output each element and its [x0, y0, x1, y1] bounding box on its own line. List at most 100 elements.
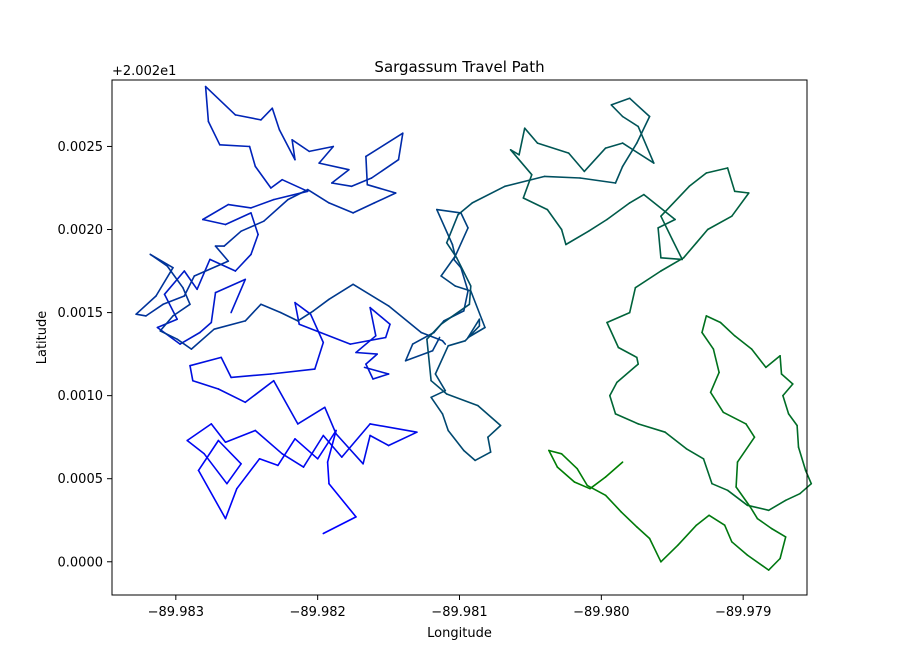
path-step [573, 481, 591, 490]
path-step [576, 467, 589, 487]
path-step [567, 152, 586, 173]
path-step [447, 429, 465, 452]
path-step [281, 452, 305, 468]
path-step [309, 313, 325, 344]
path-step [369, 423, 418, 434]
path-step [384, 323, 391, 339]
path-step [196, 258, 211, 291]
path-step [796, 424, 800, 448]
path-step [733, 334, 753, 350]
path-step [224, 429, 257, 444]
path-step [330, 168, 350, 184]
path-step [709, 391, 725, 414]
y-axis: 0.0000 0.0005 0.0010 0.0015 0.0020 0.0025 [58, 140, 112, 570]
path-step [682, 242, 698, 259]
path-step [254, 165, 272, 189]
path-step [487, 436, 492, 453]
path-step [277, 437, 296, 467]
path-step [224, 212, 252, 226]
path-step [202, 203, 230, 221]
x-tick-label: −89.983 [148, 605, 204, 620]
path-step [316, 429, 337, 460]
path-step [614, 165, 624, 184]
path-step [186, 439, 205, 455]
path-step [608, 394, 617, 415]
path-step [560, 452, 579, 470]
path-step [328, 482, 357, 518]
path-step [628, 193, 645, 204]
path-step [250, 198, 275, 209]
y-tick-label: 0.0000 [58, 555, 104, 570]
path-step [308, 145, 335, 153]
path-step [784, 492, 801, 502]
path-step [350, 177, 373, 188]
path-step [313, 341, 325, 370]
path-step [365, 155, 369, 186]
path-step [214, 245, 230, 262]
path-step [430, 379, 448, 395]
path-step [352, 283, 390, 307]
path-step [226, 462, 242, 485]
path-step [750, 348, 767, 369]
path-step [279, 311, 299, 322]
path-step [207, 120, 221, 146]
path-step [302, 434, 325, 468]
path-step [756, 517, 773, 530]
path-step [767, 557, 781, 571]
path-step [230, 278, 247, 314]
path-step [322, 516, 357, 535]
path-step [799, 482, 813, 495]
path-step [204, 85, 210, 123]
path-step [660, 185, 691, 217]
path-step [431, 336, 441, 352]
path-step [182, 286, 191, 306]
path-step [213, 320, 247, 331]
path-step [244, 303, 262, 322]
path-step [186, 423, 213, 442]
path-step [202, 218, 227, 226]
path-step [440, 303, 471, 326]
path-step [522, 173, 533, 199]
path-step [709, 371, 720, 394]
path-step [462, 449, 476, 462]
path-step [765, 354, 781, 369]
x-tick-label: −89.979 [715, 605, 771, 620]
path-step [457, 202, 474, 216]
path-step [441, 413, 450, 432]
path-step [523, 127, 539, 144]
path-step [210, 423, 227, 444]
path-step [224, 487, 238, 520]
x-axis-title: Longitude [427, 626, 492, 641]
path-step [197, 439, 220, 472]
path-step [183, 270, 198, 291]
path-step [220, 356, 232, 379]
y-tick-label: 0.0025 [58, 140, 104, 155]
path-step [621, 142, 655, 164]
x-tick-label: −89.981 [431, 605, 487, 620]
path-step [278, 129, 296, 161]
path-step [779, 354, 783, 375]
path-step [745, 423, 756, 439]
path-step [657, 227, 662, 259]
path-step [635, 356, 640, 365]
path-step [455, 256, 472, 287]
path-step [323, 406, 337, 435]
path-step [372, 373, 390, 380]
path-step [365, 353, 379, 365]
path-step [298, 323, 352, 345]
path-step [203, 452, 228, 485]
path-step [780, 373, 794, 385]
path-step [250, 212, 259, 236]
path-step [349, 336, 387, 345]
path-step [426, 338, 432, 382]
path-step [637, 423, 667, 434]
path-step [730, 540, 749, 556]
path-step [340, 423, 371, 458]
path-step [657, 218, 676, 229]
path-step [363, 366, 390, 375]
path-step [135, 313, 147, 317]
path-step [435, 208, 462, 214]
chart-title: Sargassum Travel Path [374, 58, 544, 76]
path-step [648, 537, 662, 563]
path-step [782, 394, 790, 415]
